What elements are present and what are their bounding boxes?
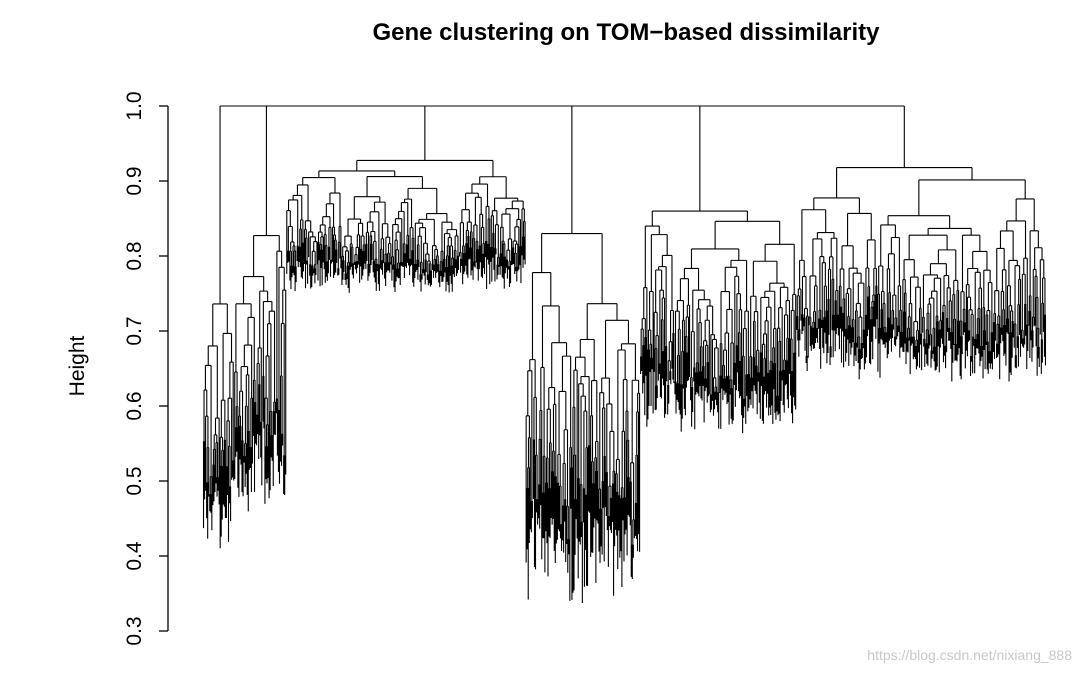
- watermark-text: https://blog.csdn.net/nixiang_888: [867, 647, 1072, 663]
- y-tick-label: 1.0: [123, 91, 146, 120]
- y-axis: 0.3 0.4 0.5 0.6 0.7 0.8 0.9 1.0: [123, 91, 169, 646]
- y-tick-label: 0.6: [123, 391, 146, 420]
- dendrogram-tree: [202, 105, 1047, 604]
- dendrogram-branches: [202, 105, 1047, 604]
- y-tick-label: 0.8: [123, 241, 146, 270]
- y-tick-label: 0.5: [123, 466, 146, 495]
- y-tick-label: 0.3: [123, 616, 146, 645]
- y-tick-label: 0.7: [123, 316, 146, 345]
- chart-title: Gene clustering on TOM−based dissimilari…: [372, 19, 880, 46]
- y-tick-label: 0.9: [123, 166, 146, 195]
- y-axis-label: Height: [66, 335, 89, 396]
- y-tick-label: 0.4: [123, 541, 146, 571]
